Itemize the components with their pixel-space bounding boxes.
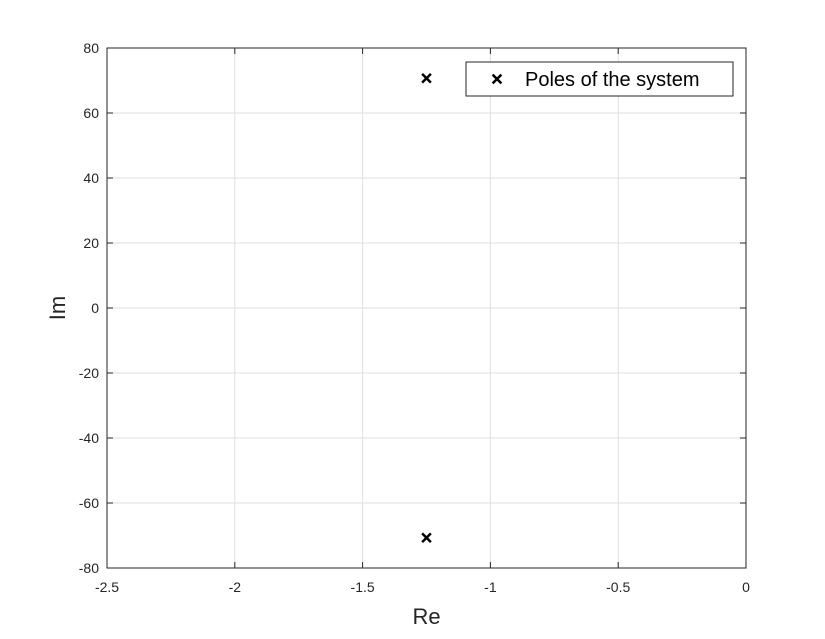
x-tick-label: -2.5 xyxy=(95,579,119,595)
y-tick-label: -20 xyxy=(79,365,99,381)
x-tick-labels: -2.5 -2 -1.5 -1 -0.5 0 xyxy=(95,579,750,595)
y-tick-label: 60 xyxy=(83,105,99,121)
legend: Poles of the system xyxy=(465,61,734,97)
x-axis-label: Re xyxy=(412,604,440,629)
legend-x-marker-icon xyxy=(491,73,503,85)
x-tick-label: 0 xyxy=(742,579,750,595)
y-tick-label: -80 xyxy=(79,560,99,576)
x-tick-label: -2 xyxy=(229,579,242,595)
x-tick-label: -1 xyxy=(484,579,497,595)
y-tick-label: -40 xyxy=(79,430,99,446)
y-tick-label: 20 xyxy=(83,235,99,251)
y-tick-labels: -80 -60 -40 -20 0 20 40 60 80 xyxy=(79,40,99,576)
y-tick-label: -60 xyxy=(79,495,99,511)
legend-label: Poles of the system xyxy=(525,69,700,91)
y-tick-label: 80 xyxy=(83,40,99,56)
x-tick-label: -1.5 xyxy=(351,579,375,595)
plot-frame xyxy=(106,47,747,569)
pole-marker xyxy=(421,532,432,544)
y-tick-label: 0 xyxy=(91,300,99,316)
y-tick-label: 40 xyxy=(83,170,99,186)
pole-marker xyxy=(421,72,432,84)
legend-marker-glyph xyxy=(491,73,503,85)
pole-markers xyxy=(421,72,432,544)
x-tick-label: -0.5 xyxy=(606,579,630,595)
y-axis-label: Im xyxy=(45,296,70,320)
legend-box xyxy=(465,61,734,97)
